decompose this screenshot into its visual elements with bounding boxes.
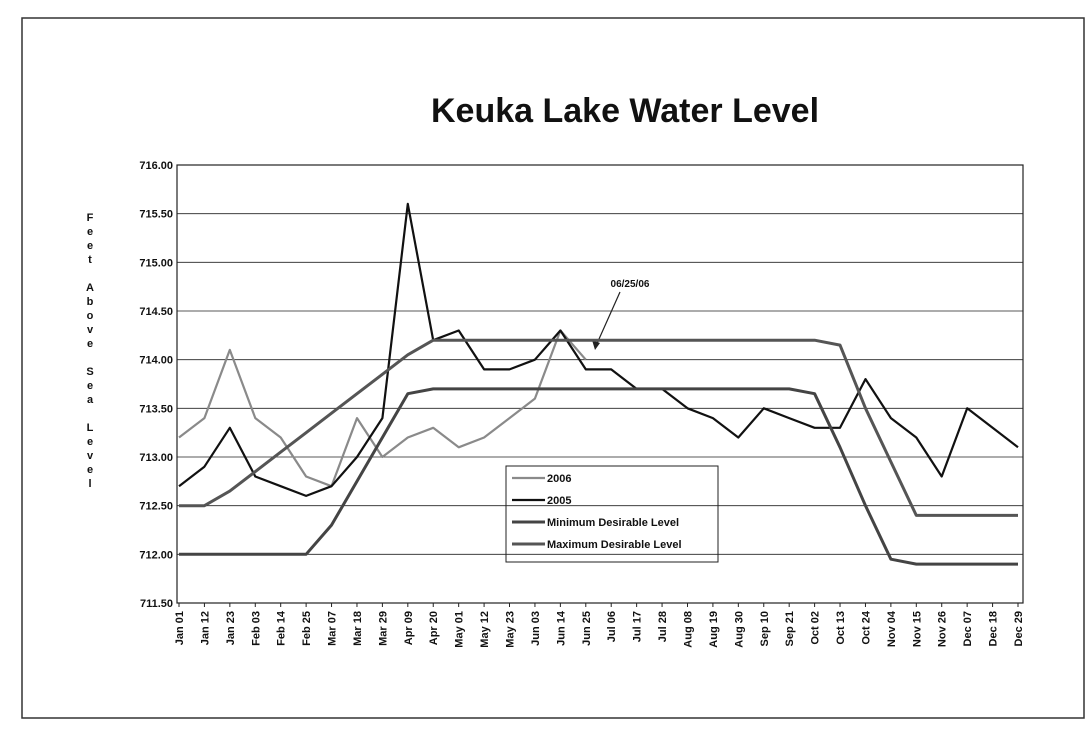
legend-label: 2006: [547, 473, 571, 485]
y-tick-label: 714.00: [139, 355, 173, 367]
page-frame: [21, 17, 1085, 719]
x-tick-label: Aug 08: [682, 611, 694, 648]
y-tick-label: 711.50: [140, 598, 173, 610]
series-line: [178, 202, 1019, 497]
x-tick-label: Mar 29: [377, 611, 389, 646]
x-tick-label: Sep 10: [759, 611, 771, 646]
x-tick-label: Jan 23: [225, 611, 237, 645]
x-tick-label: Jan 01: [174, 611, 186, 645]
x-tick-label: Sep 21: [784, 611, 796, 646]
x-tick-label: Oct 13: [835, 611, 847, 645]
x-tick-label: Dec 18: [988, 611, 1000, 646]
x-tick-label: May 01: [454, 611, 466, 648]
series-line: [179, 338, 1018, 517]
x-tick-label: Dec 29: [1013, 611, 1025, 646]
y-tick-label: 712.00: [139, 549, 173, 561]
y-tick-label: 716.00: [139, 160, 173, 172]
x-tick-label: Jul 17: [632, 611, 644, 642]
annotation-arrow: [594, 291, 621, 349]
y-tick-label: 713.50: [139, 403, 173, 415]
x-tick-label: Jun 03: [530, 611, 542, 646]
x-tick-label: Feb 14: [276, 610, 288, 646]
x-tick-label: Jun 25: [581, 611, 593, 646]
series-line: [178, 329, 587, 488]
legend-label: Maximum Desirable Level: [547, 539, 682, 551]
legend-label: 2005: [547, 495, 571, 507]
chart-title: Keuka Lake Water Level: [431, 92, 819, 130]
x-tick-label: Nov 15: [911, 611, 923, 647]
y-tick-label: 714.50: [139, 306, 173, 318]
x-tick-label: Oct 02: [810, 611, 822, 645]
y-tick-label: 712.50: [139, 501, 173, 513]
x-tick-label: Nov 26: [937, 611, 949, 647]
legend: [505, 465, 719, 563]
x-tick-label: Aug 19: [708, 611, 720, 648]
x-tick-label: Oct 24: [860, 610, 872, 645]
x-tick-label: Nov 04: [886, 610, 898, 647]
x-tick-label: Jul 06: [606, 611, 618, 642]
x-tick-label: Dec 07: [962, 611, 974, 646]
y-tick-label: 715.50: [139, 209, 173, 221]
y-axis-label: Feet Above Sea Level: [84, 212, 96, 492]
x-tick-label: Jun 14: [555, 610, 567, 646]
x-tick-label: May 23: [505, 611, 517, 648]
x-tick-label: Aug 30: [733, 611, 745, 648]
series-line: [179, 387, 1018, 566]
annotation-arrowhead: [592, 340, 600, 350]
x-tick-label: Jul 28: [657, 611, 669, 642]
x-tick-label: May 12: [479, 611, 491, 648]
x-tick-label: Jan 12: [199, 611, 211, 645]
x-tick-label: Mar 18: [352, 611, 364, 646]
annotation: 06/25/06: [611, 279, 650, 290]
x-tick-label: Feb 03: [250, 611, 262, 646]
x-tick-label: Apr 09: [403, 611, 415, 645]
x-tick-label: Feb 25: [301, 611, 313, 646]
y-tick-label: 713.00: [139, 452, 173, 464]
legend-label: Minimum Desirable Level: [547, 517, 679, 529]
x-tick-label: Apr 20: [428, 611, 440, 645]
x-tick-label: Mar 07: [327, 611, 339, 646]
y-tick-label: 715.00: [139, 257, 173, 269]
